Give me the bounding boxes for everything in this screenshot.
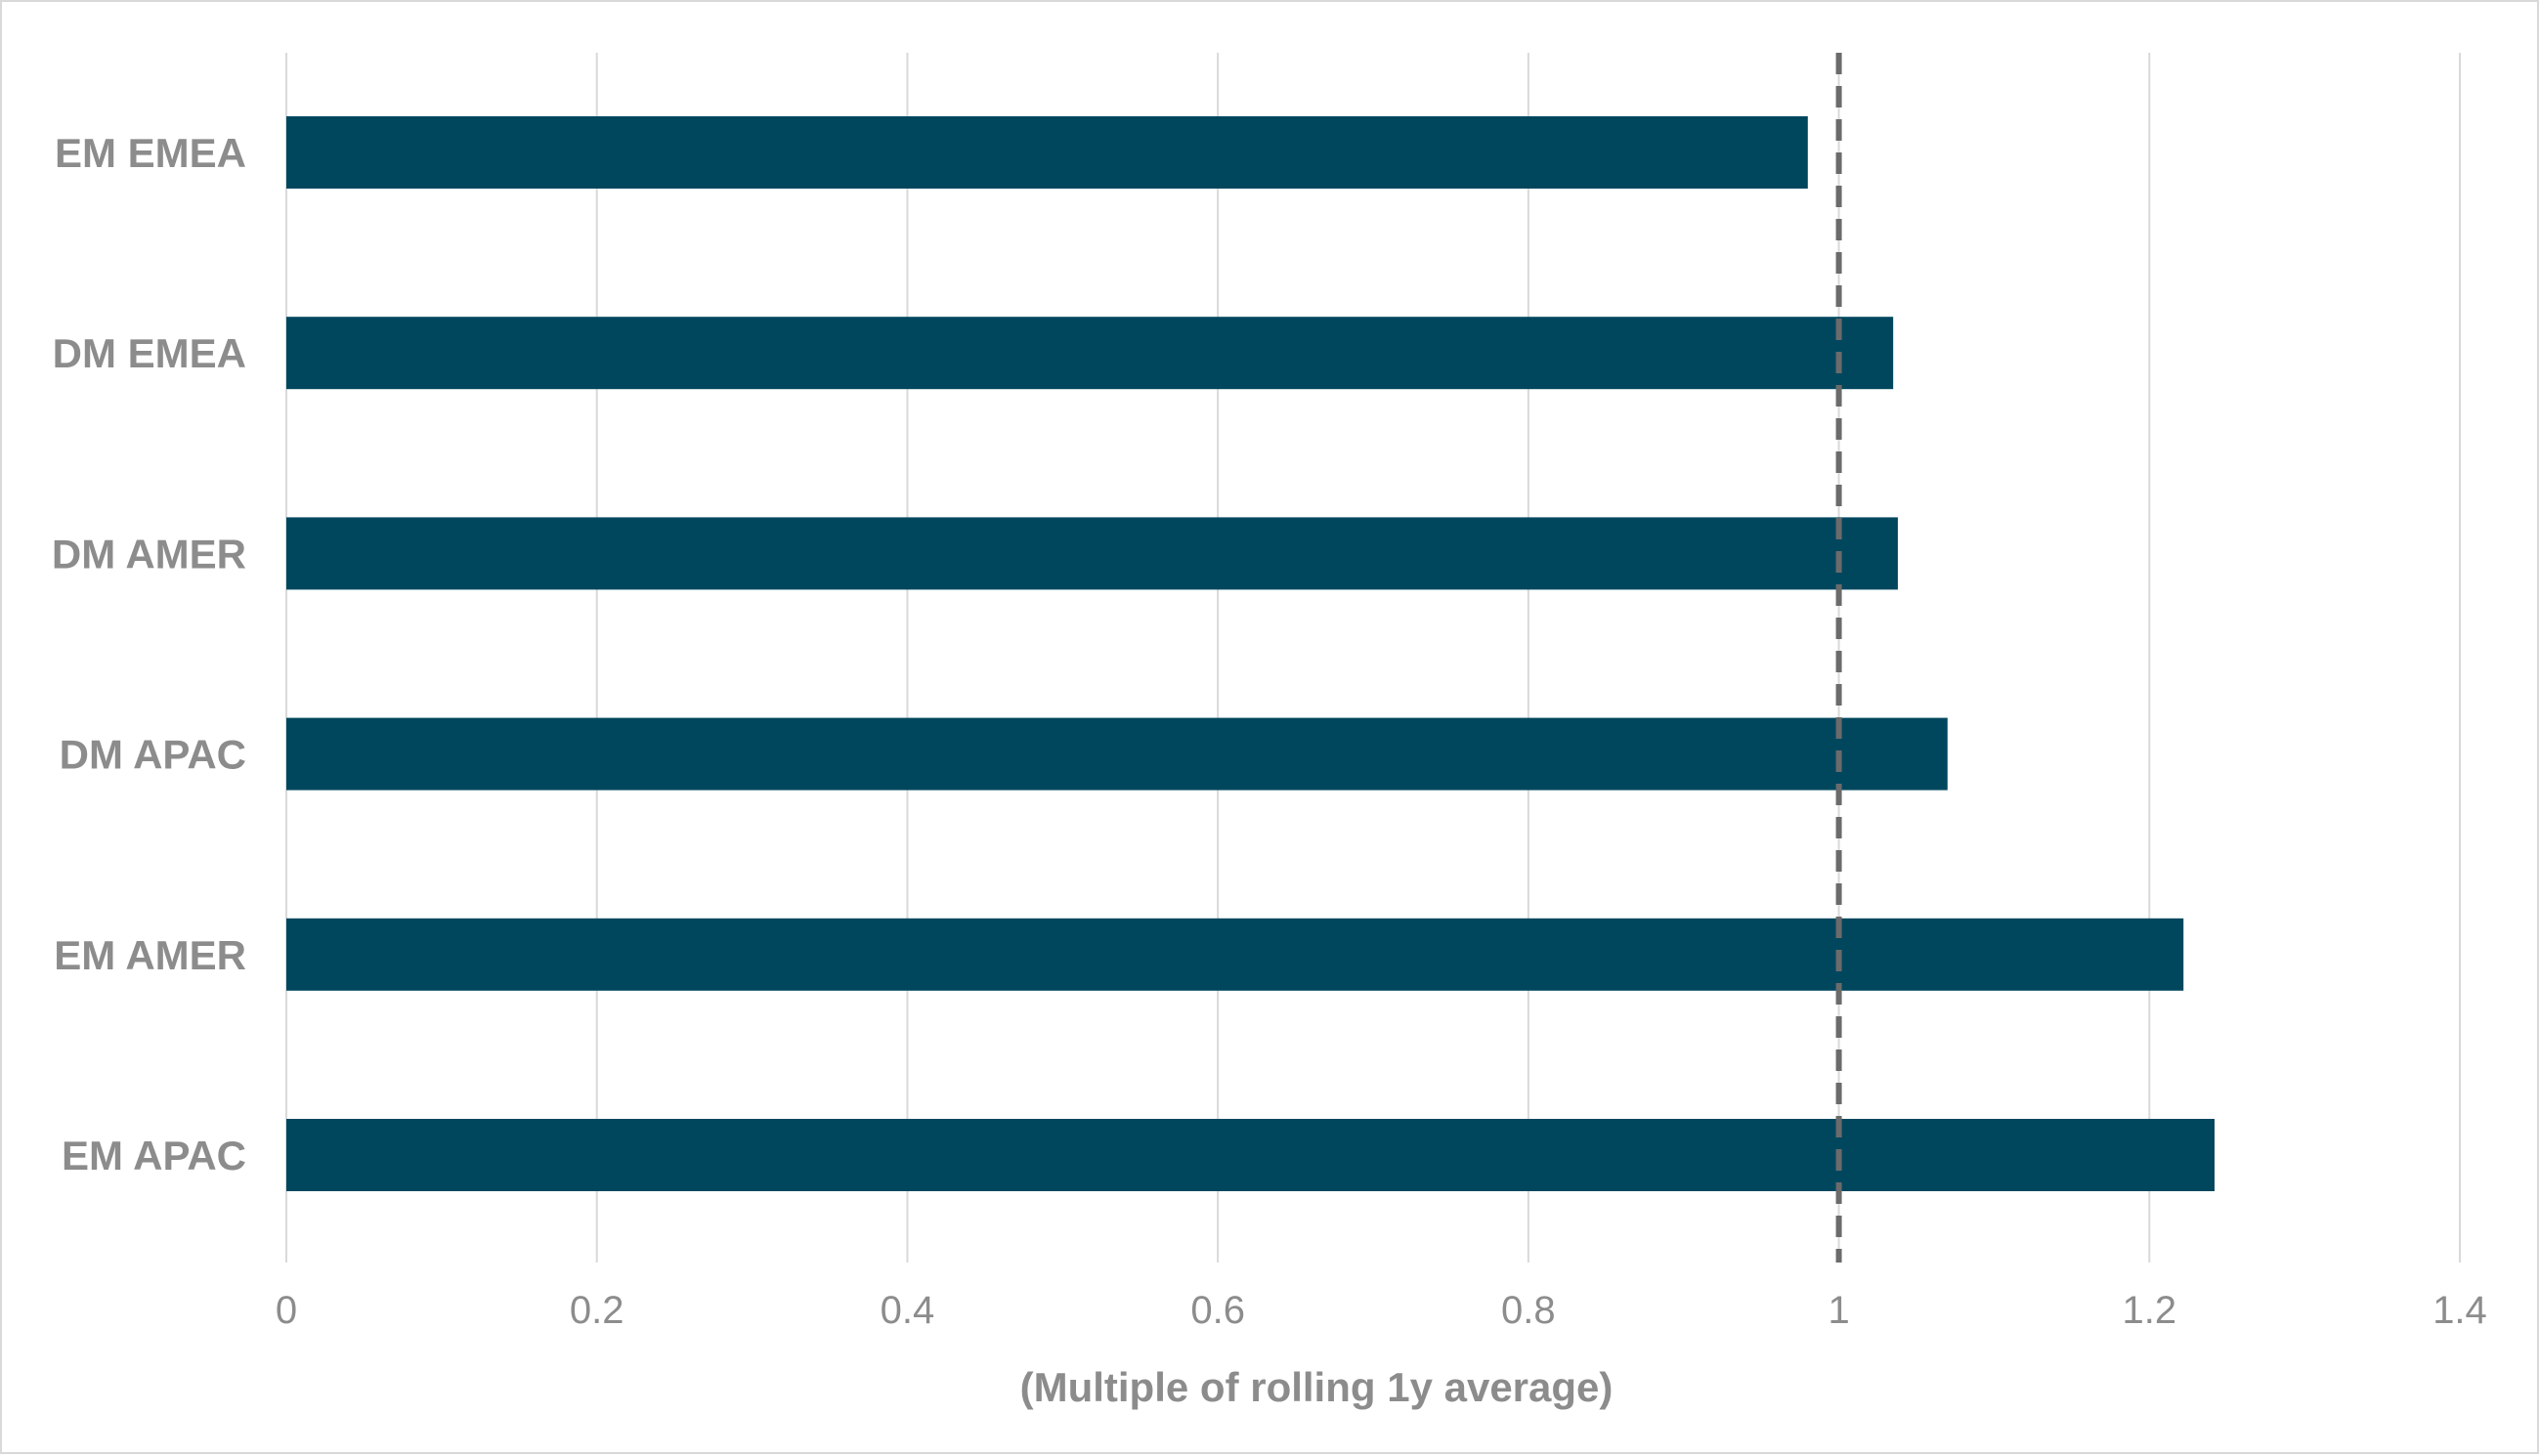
x-axis-title: (Multiple of rolling 1y average) xyxy=(1020,1364,1614,1410)
bar xyxy=(286,918,2184,991)
x-tick-label: 1.2 xyxy=(2122,1289,2176,1332)
x-tick-label: 1 xyxy=(1828,1289,1849,1332)
x-tick-label: 0.8 xyxy=(1501,1289,1556,1332)
gridlines xyxy=(285,53,2461,1263)
category-label: DM APAC xyxy=(60,732,246,778)
category-labels: EM EMEA DM EMEA DM AMER DM APAC EM AMER EM AP… xyxy=(52,130,246,1178)
category-label: EM EMEA xyxy=(55,130,246,176)
x-tick-label: 0.4 xyxy=(881,1289,935,1332)
tick-labels: 0 0.2 0.4 0.6 0.8 1 1.2 1.4 xyxy=(276,1289,2487,1332)
category-label: EM APAC xyxy=(62,1133,246,1178)
category-label: EM AMER xyxy=(54,932,246,978)
x-tick-label: 1.4 xyxy=(2432,1289,2487,1332)
bar xyxy=(286,517,1898,590)
category-label: DM AMER xyxy=(52,531,246,577)
x-tick-label: 0.6 xyxy=(1190,1289,1245,1332)
category-label: DM EMEA xyxy=(53,330,246,376)
bar xyxy=(286,116,1808,189)
x-tick-label: 0 xyxy=(276,1289,297,1332)
bar xyxy=(286,1119,2216,1191)
bars xyxy=(286,116,2216,1191)
bar xyxy=(286,317,1894,390)
x-tick-label: 0.2 xyxy=(570,1289,624,1332)
bar xyxy=(286,717,1948,791)
